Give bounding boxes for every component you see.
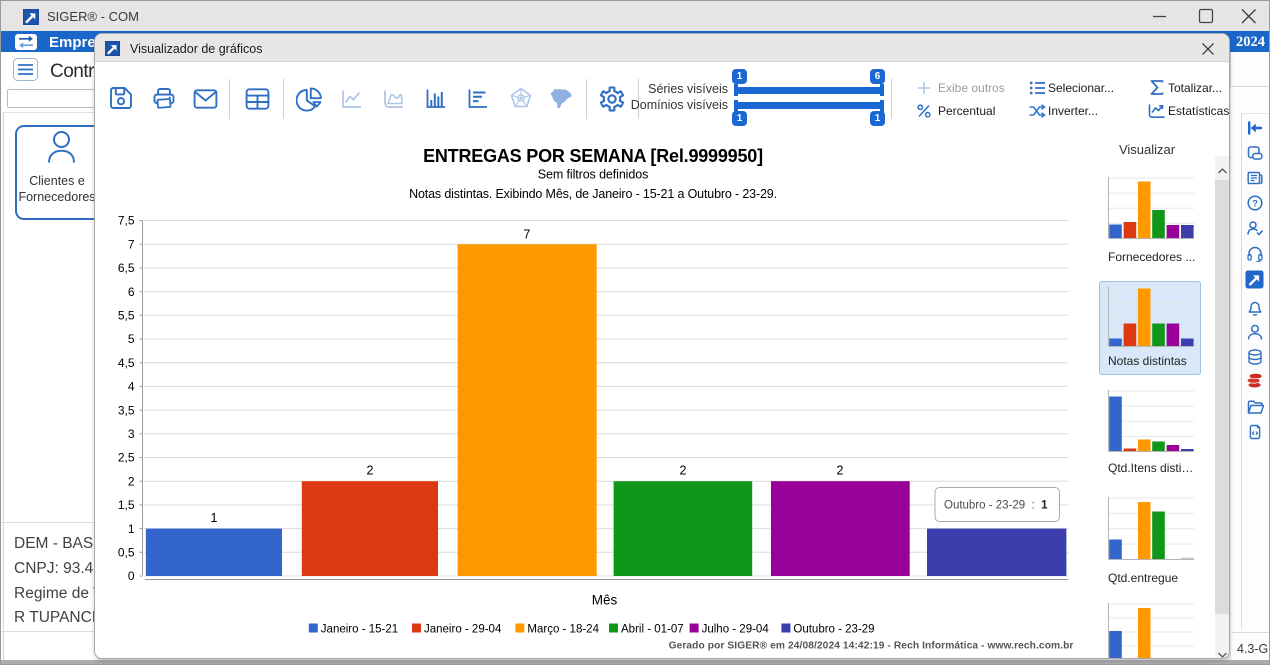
svg-text:ENTREGAS POR SEMANA [Rel.99999: ENTREGAS POR SEMANA [Rel.9999950] [423,146,763,166]
svg-text:6: 6 [128,285,135,299]
svg-text:3: 3 [128,427,135,441]
svg-text:5,5: 5,5 [118,309,135,323]
svg-text:2: 2 [128,474,135,488]
svg-text:1: 1 [211,511,218,525]
svg-text:Notas distintas. Exibindo Mês,: Notas distintas. Exibindo Mês, de Janeir… [409,187,777,201]
svg-text:5: 5 [128,332,135,346]
svg-text:Abril - 01-07: Abril - 01-07 [621,624,684,636]
svg-text:3,5: 3,5 [118,403,135,417]
svg-text:7: 7 [128,237,135,251]
svg-text:Janeiro - 15-21: Janeiro - 15-21 [321,624,398,636]
svg-text:2: 2 [837,464,844,478]
svg-text:2: 2 [680,464,687,478]
svg-text:6,5: 6,5 [118,261,135,275]
svg-text:1,5: 1,5 [118,498,135,512]
svg-text:4: 4 [128,380,135,394]
svg-text:7,5: 7,5 [118,214,135,228]
svg-text:Sem filtros definidos: Sem filtros definidos [538,168,648,182]
svg-text:Março - 18-24: Março - 18-24 [527,624,599,636]
svg-text:Julho - 29-04: Julho - 29-04 [702,624,770,636]
svg-text:?: ? [1252,198,1258,209]
svg-text:7: 7 [523,228,530,242]
svg-text:1: 1 [128,522,135,536]
svg-text:2,5: 2,5 [118,451,135,465]
svg-text:0: 0 [128,569,135,583]
svg-text:Outubro - 23-29: Outubro - 23-29 [793,624,874,636]
svg-text:Outubro - 23-29 : 1: Outubro - 23-29 : 1 [944,500,1048,512]
svg-text:Mês: Mês [592,593,618,608]
svg-text:0,5: 0,5 [118,546,135,560]
svg-text:4,5: 4,5 [118,356,135,370]
svg-text:Gerado por SIGER® em 24/08/202: Gerado por SIGER® em 24/08/2024 14:42:19… [669,641,1074,652]
svg-text:Janeiro - 29-04: Janeiro - 29-04 [424,624,502,636]
svg-text:2: 2 [367,464,374,478]
